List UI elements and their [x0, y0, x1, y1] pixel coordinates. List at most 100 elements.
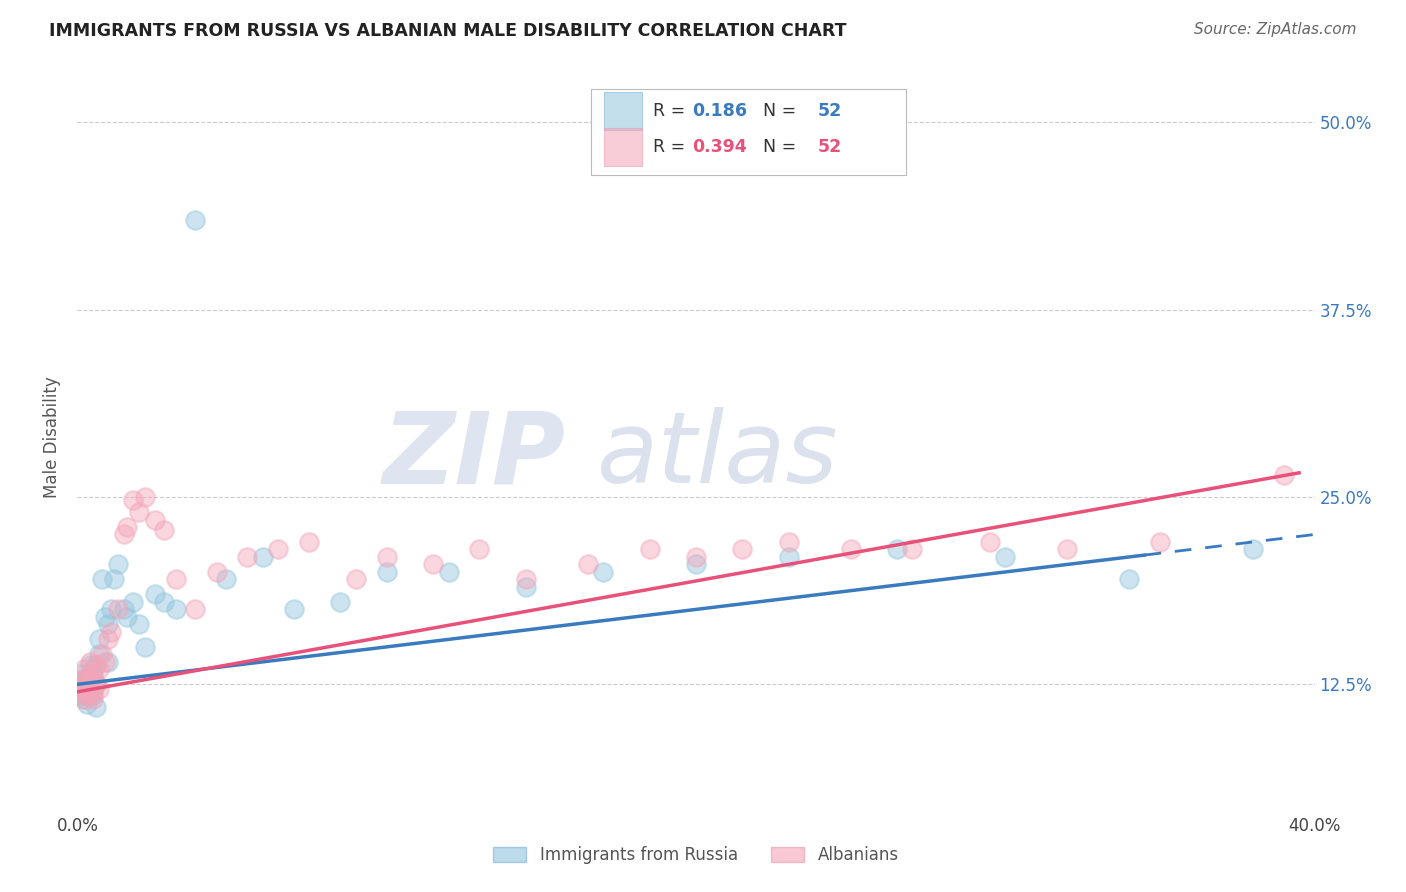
Text: Source: ZipAtlas.com: Source: ZipAtlas.com [1194, 22, 1357, 37]
Text: N =: N = [752, 103, 801, 120]
Point [778, 535, 800, 549]
Point [76, 677, 98, 691]
Point [1056, 542, 1078, 557]
Point [84, 657, 107, 672]
Point [344, 573, 367, 587]
Point [252, 549, 274, 564]
Point [79, 657, 101, 672]
Point [112, 527, 135, 541]
Text: 0.394: 0.394 [692, 138, 747, 156]
Point [87, 681, 110, 696]
Point [994, 549, 1017, 564]
Point [91, 648, 114, 662]
Point [72, 692, 94, 706]
Text: 52: 52 [817, 103, 841, 120]
Point [76, 697, 98, 711]
Point [283, 602, 305, 616]
Point [79, 688, 101, 702]
Point [94, 610, 117, 624]
Point [72, 673, 94, 687]
Point [79, 655, 101, 669]
Point [375, 549, 398, 564]
Text: ZIP: ZIP [382, 408, 567, 504]
Point [839, 542, 862, 557]
Point [143, 587, 166, 601]
Point [329, 595, 352, 609]
FancyBboxPatch shape [605, 93, 641, 130]
Point [82, 666, 104, 681]
Point [122, 493, 145, 508]
Text: atlas: atlas [598, 408, 838, 504]
Point [468, 542, 491, 557]
Point [153, 523, 176, 537]
Point [69, 685, 91, 699]
Point [515, 580, 537, 594]
Point [76, 688, 98, 702]
Point [76, 670, 98, 684]
Point [79, 685, 101, 699]
Point [100, 602, 122, 616]
Point [87, 632, 110, 647]
Point [422, 558, 444, 572]
Point [437, 565, 460, 579]
Point [638, 542, 661, 557]
Point [515, 573, 537, 587]
Point [134, 640, 156, 654]
Point [1149, 535, 1171, 549]
Point [886, 542, 908, 557]
Text: N =: N = [752, 138, 801, 156]
Point [69, 677, 91, 691]
Point [97, 632, 120, 647]
Point [128, 617, 150, 632]
Point [84, 677, 107, 691]
Point [100, 624, 122, 639]
Text: 52: 52 [817, 138, 841, 156]
Point [87, 662, 110, 676]
Point [685, 549, 707, 564]
Point [184, 212, 207, 227]
Text: IMMIGRANTS FROM RUSSIA VS ALBANIAN MALE DISABILITY CORRELATION CHART: IMMIGRANTS FROM RUSSIA VS ALBANIAN MALE … [49, 22, 846, 40]
Point [1272, 467, 1295, 482]
Point [1241, 542, 1264, 557]
Point [236, 549, 259, 564]
Point [731, 542, 754, 557]
Point [165, 602, 187, 616]
Point [76, 688, 98, 702]
Point [84, 657, 107, 672]
Point [97, 617, 120, 632]
Point [107, 602, 129, 616]
Point [72, 681, 94, 696]
Point [72, 692, 94, 706]
Point [267, 542, 290, 557]
Point [87, 648, 110, 662]
Point [91, 573, 114, 587]
Point [79, 673, 101, 687]
Point [375, 565, 398, 579]
Point [69, 688, 91, 702]
Point [79, 674, 101, 689]
Point [82, 692, 104, 706]
Point [1118, 573, 1140, 587]
Point [143, 512, 166, 526]
Legend: Immigrants from Russia, Albanians: Immigrants from Russia, Albanians [486, 839, 905, 871]
Y-axis label: Male Disability: Male Disability [44, 376, 62, 498]
Point [685, 558, 707, 572]
Point [84, 677, 107, 691]
Point [76, 677, 98, 691]
Point [103, 573, 125, 587]
Point [112, 602, 135, 616]
Point [84, 699, 107, 714]
Point [122, 595, 145, 609]
Point [94, 655, 117, 669]
Point [979, 535, 1001, 549]
Point [592, 565, 614, 579]
Point [115, 610, 138, 624]
Point [69, 666, 91, 681]
Point [82, 685, 104, 699]
Point [134, 490, 156, 504]
Point [72, 685, 94, 699]
Point [97, 655, 120, 669]
Point [184, 602, 207, 616]
Point [72, 681, 94, 696]
Point [205, 565, 228, 579]
